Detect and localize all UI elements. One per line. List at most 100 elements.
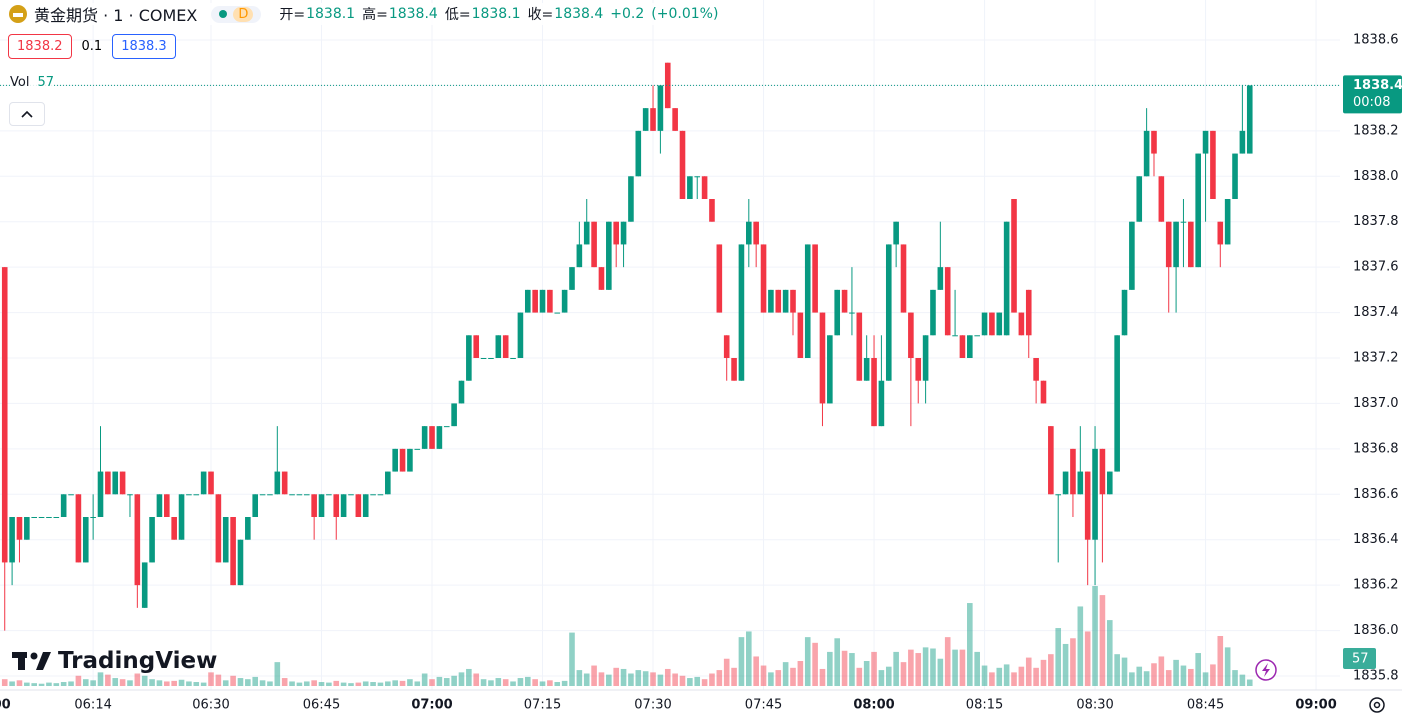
close-value: 1838.4: [554, 6, 604, 22]
candle-body: [746, 221, 752, 245]
volume-bar: [141, 675, 148, 686]
volume-bar: [1173, 659, 1179, 686]
volume-bar: [480, 679, 487, 686]
candle-body: [451, 403, 457, 427]
volume-bar: [340, 682, 347, 686]
x-tick-label: 08:45: [1187, 698, 1224, 713]
volume-bar: [222, 680, 229, 686]
volume-label-box: [1343, 648, 1376, 669]
volume-bar: [996, 667, 1003, 686]
market-status[interactable]: D: [211, 5, 262, 23]
x-tick-label: 06:14: [74, 698, 111, 713]
volume-bar: [60, 682, 67, 686]
candle-body: [281, 471, 288, 495]
collapse-button[interactable]: [9, 102, 45, 126]
volume-axis-label: 57: [1352, 652, 1369, 667]
volume-bar: [1246, 679, 1253, 686]
candle-body: [849, 312, 855, 314]
volume-bar: [252, 676, 259, 686]
volume-value: 57: [37, 75, 54, 90]
volume-bar: [31, 683, 38, 686]
volume-bar: [709, 673, 715, 686]
candle-body: [222, 517, 229, 563]
candle-body: [952, 335, 958, 337]
spread: 0.1: [81, 39, 103, 54]
candle-body: [871, 358, 877, 427]
volume-bar: [53, 683, 60, 686]
volume-bar: [635, 670, 642, 686]
volume-bar: [547, 680, 553, 686]
volume-bar: [915, 653, 922, 686]
candle-body: [569, 267, 575, 290]
volume-bar: [407, 679, 413, 686]
candle-body: [760, 244, 767, 313]
candle-body: [141, 562, 148, 608]
brand-icon: [12, 652, 51, 670]
volume-bar: [156, 680, 163, 686]
high-label: 高=: [362, 7, 388, 23]
x-tick-label: 06:45: [303, 698, 340, 713]
volume-bar: [672, 673, 678, 686]
candle-body: [944, 267, 951, 336]
candle-body: [1011, 199, 1017, 313]
volume-bar: [186, 681, 192, 686]
volume-bar: [267, 681, 273, 686]
candle-body: [908, 312, 914, 358]
candle-body: [893, 221, 899, 245]
candle-body: [1055, 494, 1062, 496]
volume-bar: [1092, 586, 1098, 686]
candle-body: [429, 426, 435, 449]
volume-bar: [1195, 653, 1201, 686]
candle-body: [326, 494, 332, 496]
candle-body: [841, 289, 848, 313]
candle-body: [60, 494, 67, 517]
y-tick-label: 1835.8: [1353, 669, 1399, 684]
candle-body: [1188, 221, 1194, 268]
candle-body: [495, 335, 502, 358]
volume-bar: [370, 682, 376, 686]
volume-bar: [650, 672, 656, 686]
volume-bar: [524, 676, 531, 686]
last-price-label: 1838.4: [1353, 78, 1402, 93]
volume-bar: [687, 678, 693, 686]
volume-bar: [1033, 667, 1039, 686]
x-tick-label: 06:00: [0, 698, 11, 713]
candle-body: [318, 494, 325, 517]
candle-body: [1106, 471, 1113, 495]
volume-bar: [731, 667, 737, 686]
y-tick-label: 1837.0: [1353, 396, 1399, 411]
volume-bar: [1129, 672, 1135, 686]
volume-bar: [112, 678, 119, 686]
candle-body: [738, 244, 745, 381]
volume-bar: [1077, 606, 1084, 686]
volume-bar: [1062, 643, 1069, 686]
candle-body: [628, 176, 634, 222]
volume-bar: [502, 679, 509, 686]
candle-body: [679, 130, 686, 199]
badge: D: [233, 6, 254, 22]
candle-body: [1202, 130, 1209, 154]
volume-bar: [90, 680, 96, 686]
volume-bar: [1040, 659, 1047, 686]
volume-bar: [561, 680, 568, 686]
candle-body: [642, 108, 649, 131]
sell-button[interactable]: 1838.2: [8, 34, 72, 59]
candle-body: [303, 494, 310, 496]
y-tick-label: 1836.6: [1353, 487, 1399, 502]
buy-button[interactable]: 1838.3: [112, 34, 176, 59]
close-label: 收=: [527, 7, 554, 23]
volume-bar: [105, 674, 111, 686]
volume-bar: [790, 667, 796, 686]
candle-body: [834, 289, 841, 336]
candle-body: [900, 244, 907, 313]
candle-body: [775, 289, 782, 313]
candle-body: [804, 244, 811, 358]
candle-body: [370, 494, 376, 496]
symbol[interactable]: 黄金期货 · 1 · COMEX: [34, 6, 198, 25]
candle-body: [436, 426, 443, 449]
candle-body: [819, 312, 826, 404]
volume-bar: [274, 662, 281, 686]
volume-bar: [303, 681, 310, 686]
volume-bar: [436, 676, 443, 686]
candle-body: [524, 289, 531, 313]
